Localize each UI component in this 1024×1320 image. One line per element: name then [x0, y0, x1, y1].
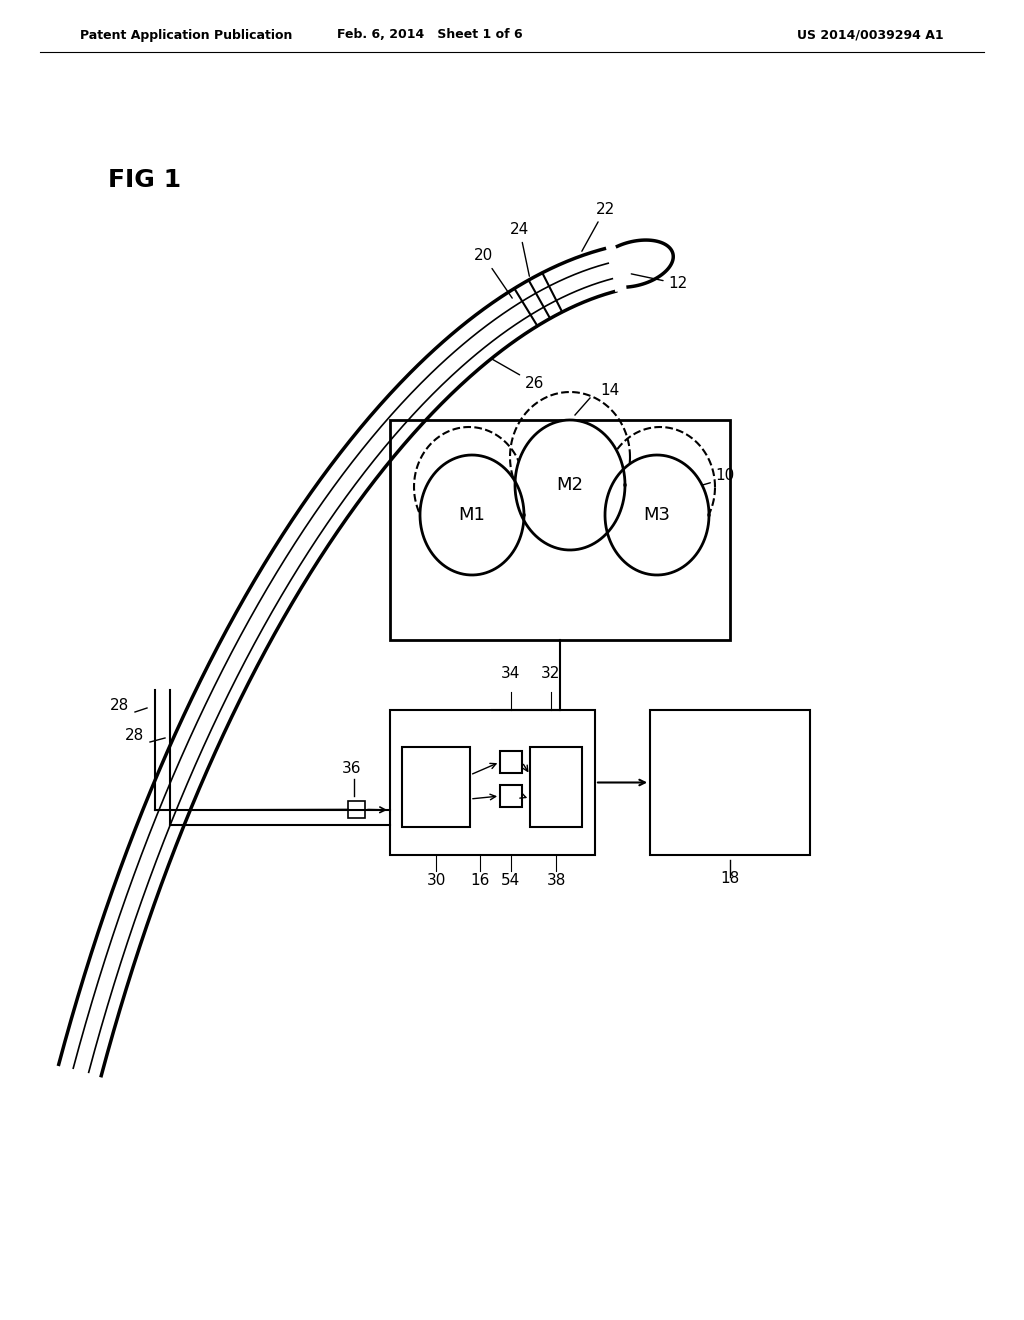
Text: 22: 22: [582, 202, 614, 251]
Text: M2: M2: [556, 477, 584, 494]
Bar: [402, 747, 470, 828]
Text: 28: 28: [110, 698, 129, 713]
Text: 16: 16: [470, 873, 489, 888]
Bar: [500, 785, 522, 807]
Text: 12: 12: [631, 273, 688, 292]
Text: M3: M3: [643, 506, 671, 524]
Text: FIG 1: FIG 1: [108, 168, 181, 191]
Text: 18: 18: [720, 871, 739, 886]
Bar: [500, 751, 522, 774]
Text: 30: 30: [426, 873, 445, 888]
Text: 28: 28: [125, 729, 144, 743]
Text: 54: 54: [502, 873, 520, 888]
Text: M1: M1: [459, 506, 485, 524]
Text: 38: 38: [547, 873, 565, 888]
Text: 36: 36: [342, 762, 361, 776]
Text: Feb. 6, 2014   Sheet 1 of 6: Feb. 6, 2014 Sheet 1 of 6: [337, 29, 523, 41]
Polygon shape: [605, 455, 709, 576]
Text: 34: 34: [502, 667, 520, 681]
Text: 26: 26: [493, 359, 544, 391]
Bar: [530, 747, 582, 828]
Text: Patent Application Publication: Patent Application Publication: [80, 29, 293, 41]
Polygon shape: [615, 240, 673, 292]
Polygon shape: [515, 420, 625, 550]
Bar: [348, 801, 365, 818]
Text: US 2014/0039294 A1: US 2014/0039294 A1: [797, 29, 943, 41]
Text: 14: 14: [600, 383, 620, 399]
Text: 20: 20: [474, 248, 512, 298]
Bar: [650, 710, 810, 855]
Polygon shape: [420, 455, 524, 576]
Text: 24: 24: [510, 222, 529, 276]
Text: 10: 10: [715, 469, 734, 483]
Bar: [390, 710, 595, 855]
Bar: [390, 420, 730, 640]
Text: 32: 32: [542, 667, 561, 681]
